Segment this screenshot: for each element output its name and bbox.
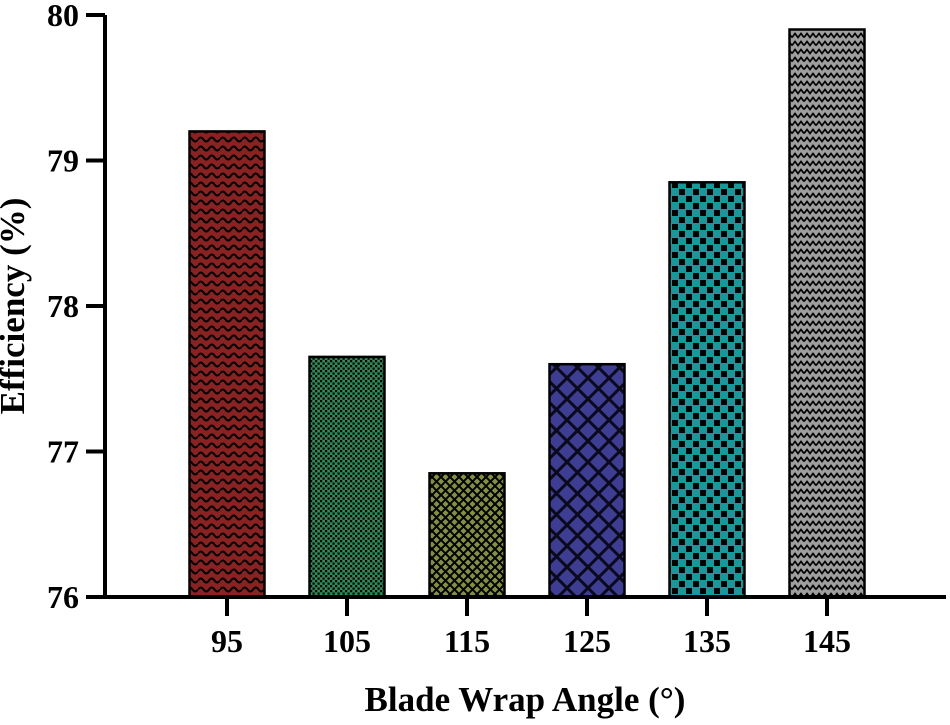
x-tick-label: 105 xyxy=(323,623,371,659)
bar-135 xyxy=(668,181,746,599)
y-tick-label: 76 xyxy=(47,579,79,615)
bars-layer xyxy=(188,28,866,599)
y-tick-label: 79 xyxy=(47,143,79,179)
x-tick-label: 95 xyxy=(211,623,243,659)
y-tick-label: 80 xyxy=(47,0,79,33)
bar-115 xyxy=(428,472,506,599)
y-axis-title: Efficiency (%) xyxy=(0,198,32,415)
ticks-layer xyxy=(86,13,829,616)
bar-145 xyxy=(788,28,866,599)
x-tick-label: 145 xyxy=(803,623,851,659)
x-axis-title: Blade Wrap Angle (°) xyxy=(365,680,686,719)
x-tick-label: 115 xyxy=(444,623,490,659)
tick-labels-layer: 76 77 78 79 80 95 105 115 125 135 145 xyxy=(47,0,851,659)
y-tick-label: 77 xyxy=(47,434,79,470)
bar-105 xyxy=(308,355,386,599)
bar-125 xyxy=(548,362,626,599)
bar-95 xyxy=(188,130,266,599)
x-tick-label: 135 xyxy=(683,623,731,659)
x-tick-label: 125 xyxy=(563,623,611,659)
y-tick-label: 78 xyxy=(47,288,79,324)
